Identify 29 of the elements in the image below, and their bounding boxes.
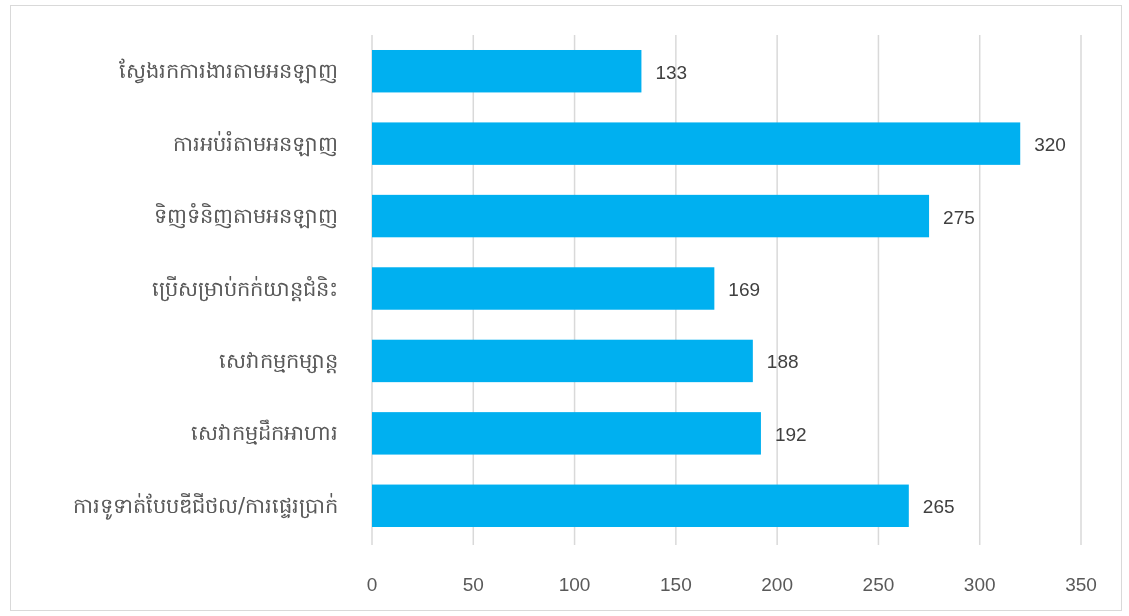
bar [372, 49, 642, 93]
data-label: 320 [1034, 134, 1066, 156]
y-tick-label: ការអប់រំតាមអនឡាញ [173, 130, 338, 157]
data-label: 133 [655, 61, 688, 83]
x-tick-label: 200 [761, 573, 793, 595]
x-tick-label: 350 [1065, 573, 1097, 595]
x-tick-label: 100 [558, 573, 591, 595]
bar [372, 267, 715, 310]
y-tick-label: ប្រើសម្រាប់កក់យាន្តជំនិះ [152, 275, 338, 302]
data-label: 275 [943, 206, 975, 228]
bar [372, 122, 1021, 165]
data-label: 265 [922, 496, 955, 518]
y-tick-label: សេវាកម្មកម្សាន្ត [219, 348, 338, 374]
bar [372, 484, 909, 528]
x-tick-label: 50 [462, 573, 484, 595]
x-tick-label: 0 [366, 573, 378, 595]
bar [372, 412, 761, 455]
y-tick-label: ស្វែងរកការងារតាមអនឡាញ [119, 58, 338, 85]
x-tick-label: 150 [660, 573, 692, 595]
data-label: 192 [774, 423, 807, 445]
x-tick-label: 250 [862, 573, 895, 595]
data-label: 169 [728, 279, 761, 300]
y-tick-label: សេវាកម្មដឹកអាហារ [191, 419, 338, 446]
bar [372, 339, 753, 383]
y-tick-label: ការទូទាត់បែបឌីជីថល/ការផ្ទេរប្រាក់ [72, 492, 338, 520]
bar [372, 194, 930, 238]
x-tick-label: 300 [963, 573, 996, 595]
data-label: 188 [766, 351, 799, 373]
y-tick-label: ទិញទំនិញតាមអនឡាញ [154, 203, 338, 230]
